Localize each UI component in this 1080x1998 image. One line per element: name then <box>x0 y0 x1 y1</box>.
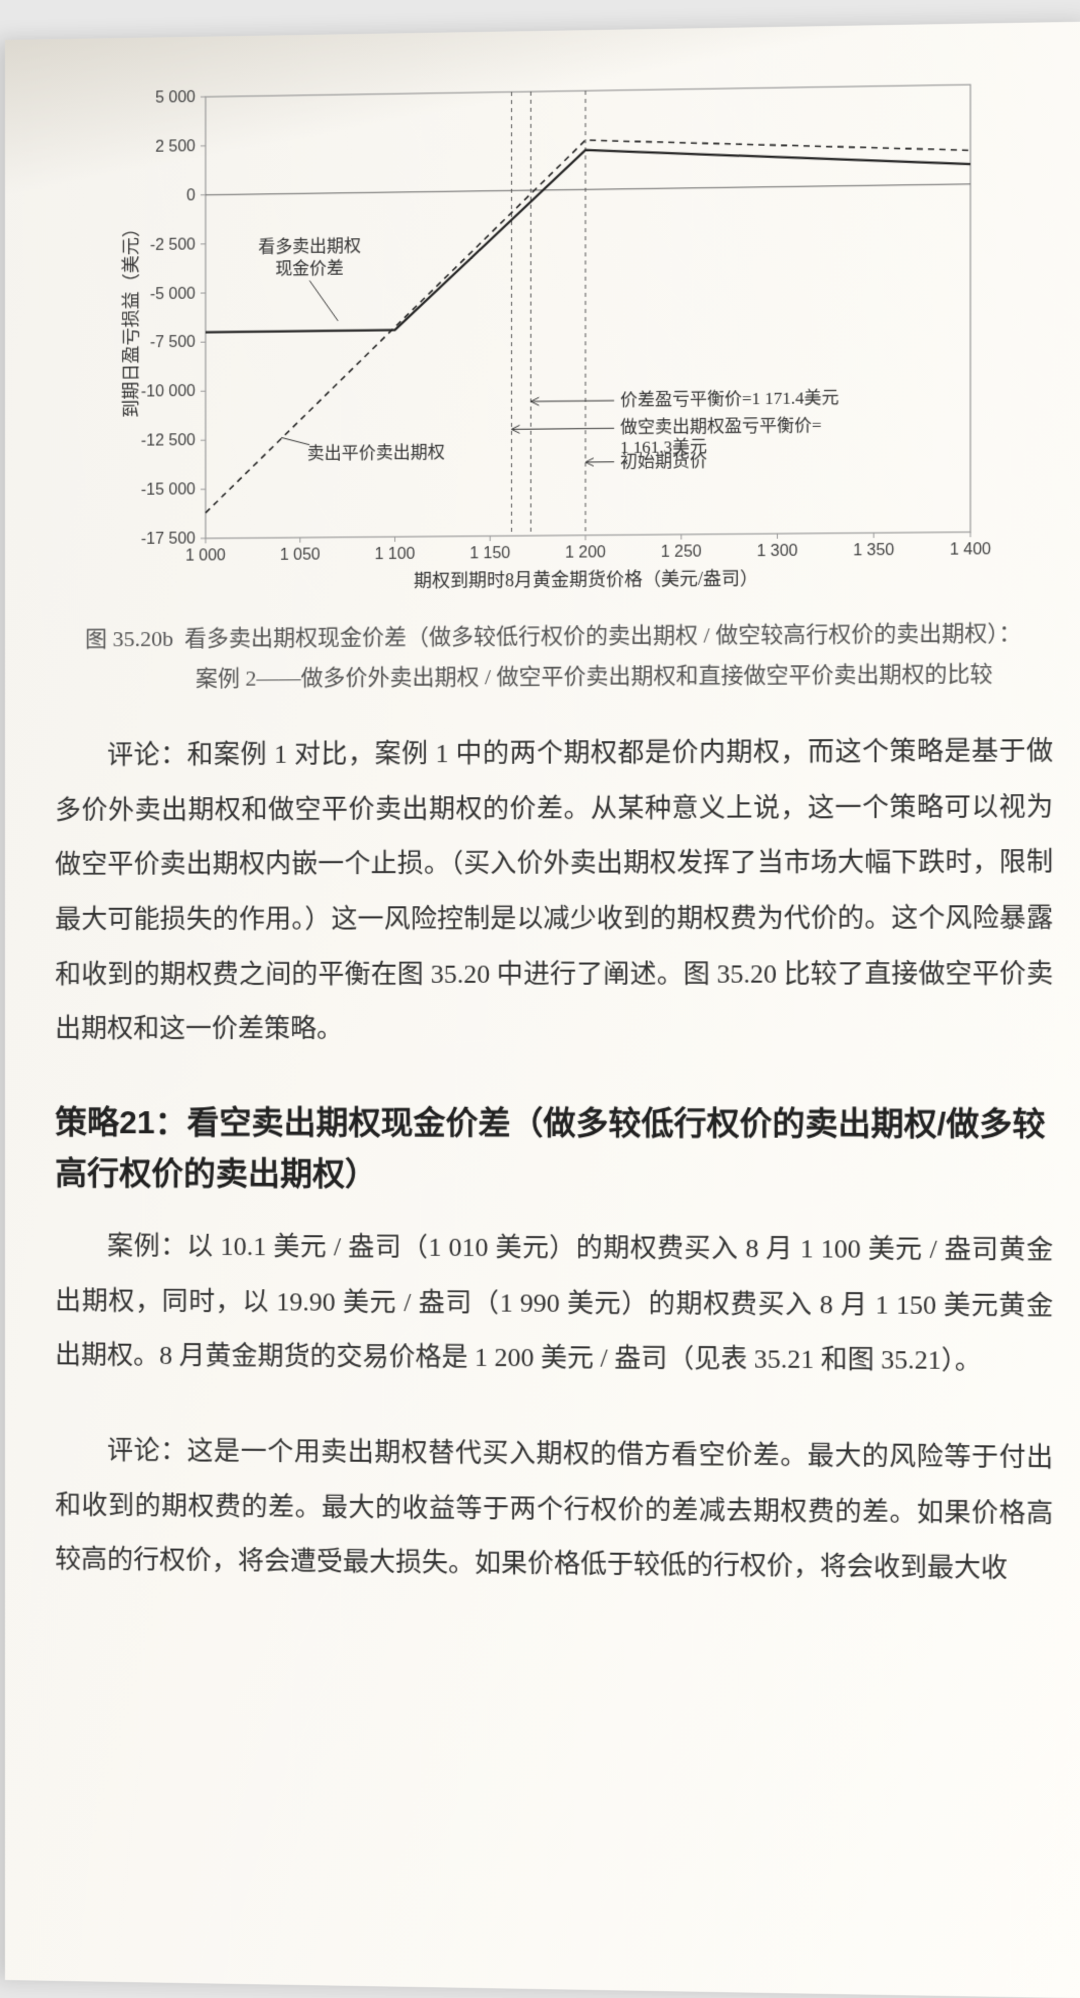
chart-35-20b: 5 000 2 500 0 -2 500 -5 000 -7 500 -10 000 -12 … <box>115 64 991 599</box>
svg-text:-12 500: -12 500 <box>141 432 196 450</box>
example-paragraph: 案例：以 10.1 美元 / 盎司（1 010 美元）的期权费买入 8 月 1 … <box>55 1219 1053 1389</box>
svg-text:1 000: 1 000 <box>185 547 225 564</box>
caption-text-1: 看多卖出期权现金价差（做多较低行权价的卖出期权 / 做空较高行权价的卖出期权）： <box>184 620 1021 651</box>
svg-text:1 100: 1 100 <box>375 546 416 563</box>
svg-text:1 150: 1 150 <box>470 545 511 562</box>
svg-text:-2 500: -2 500 <box>150 236 196 254</box>
svg-text:期权到期时8月黄金期货价格（美元/盎司）: 期权到期时8月黄金期货价格（美元/盎司） <box>414 568 758 591</box>
svg-text:卖出平价卖出期权: 卖出平价卖出期权 <box>307 442 445 462</box>
svg-text:1 050: 1 050 <box>280 546 321 563</box>
figure-caption: 图 35.20b 看多卖出期权现金价差（做多较低行权价的卖出期权 / 做空较高行… <box>85 613 1022 699</box>
svg-text:1 400: 1 400 <box>950 541 991 559</box>
book-page: 5 000 2 500 0 -2 500 -5 000 -7 500 -10 000 -12 … <box>5 22 1080 1998</box>
svg-text:0: 0 <box>187 187 196 204</box>
commentary-paragraph-1: 评论：和案例 1 对比，案例 1 中的两个期权都是价内期权，而这个策略是基于做多… <box>55 724 1053 1058</box>
svg-text:价差盈亏平衡价=1 171.4美元: 价差盈亏平衡价=1 171.4美元 <box>620 388 839 410</box>
svg-text:1 200: 1 200 <box>565 544 606 561</box>
svg-text:-5 000: -5 000 <box>150 285 196 303</box>
caption-line-2: 案例 2——做多价外卖出期权 / 做空平价卖出期权和直接做空平价卖出期权的比较 <box>85 653 1022 698</box>
svg-text:5 000: 5 000 <box>155 89 195 107</box>
caption-prefix: 图 35.20b <box>85 626 173 652</box>
svg-text:1 350: 1 350 <box>853 542 894 560</box>
svg-text:现金价差: 现金价差 <box>275 259 344 279</box>
commentary-paragraph-2: 评论：这是一个用卖出期权替代买入期权的借方看空价差。最大的风险等于付出和收到的期… <box>55 1423 1053 1597</box>
svg-text:-15 000: -15 000 <box>141 481 196 499</box>
strategy-21-heading: 策略21：看空卖出期权现金价差（做多较低行权价的卖出期权/做多较高行权价的卖出期… <box>55 1097 1053 1203</box>
svg-text:1 300: 1 300 <box>757 543 798 561</box>
caption-line-1: 图 35.20b 看多卖出期权现金价差（做多较低行权价的卖出期权 / 做空较高行… <box>85 613 1022 659</box>
svg-text:到期日盈亏损益（美元）: 到期日盈亏损益（美元） <box>121 219 141 418</box>
svg-text:2 500: 2 500 <box>155 138 195 156</box>
svg-text:-7 500: -7 500 <box>150 334 196 352</box>
svg-text:初始期货价: 初始期货价 <box>620 451 707 471</box>
svg-text:-17 500: -17 500 <box>141 530 196 548</box>
chart-svg: 5 000 2 500 0 -2 500 -5 000 -7 500 -10 000 -12 … <box>115 64 991 599</box>
svg-text:做空卖出期权盈亏平衡价=: 做空卖出期权盈亏平衡价= <box>620 416 821 437</box>
svg-text:看多卖出期权: 看多卖出期权 <box>258 237 361 257</box>
svg-text:1 250: 1 250 <box>661 543 702 561</box>
svg-text:-10 000: -10 000 <box>141 383 196 401</box>
